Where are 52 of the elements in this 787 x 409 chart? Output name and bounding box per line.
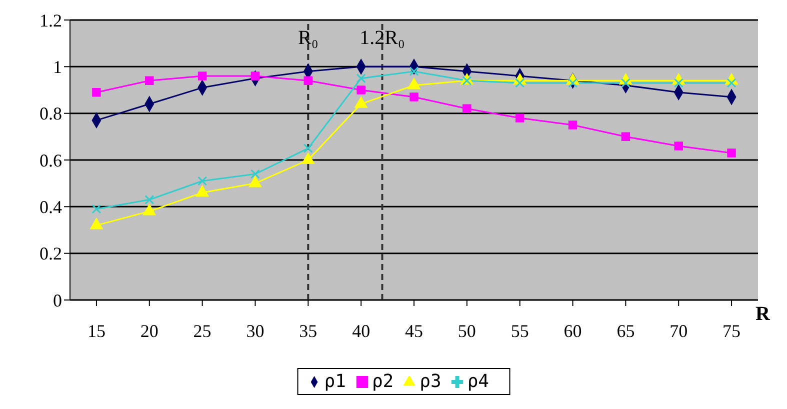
point xyxy=(196,185,209,197)
point xyxy=(198,176,208,186)
y-tick-label: 0 xyxy=(53,290,62,310)
x-tick-label: 60 xyxy=(564,320,582,341)
ref-line-label: R₀ xyxy=(298,27,318,49)
x-tick-label: 20 xyxy=(140,320,158,341)
point xyxy=(90,218,103,230)
point xyxy=(568,120,578,130)
y-tick-label: 1.2 xyxy=(40,10,62,30)
point xyxy=(356,74,366,84)
legend-label: ρ4 xyxy=(467,371,490,392)
point xyxy=(727,148,736,158)
y-tick-label: 0.2 xyxy=(40,244,62,264)
legend-label: ρ1 xyxy=(324,371,346,392)
point xyxy=(143,204,156,216)
x-tick-label: 55 xyxy=(510,320,529,341)
y-tick-label: 0.4 xyxy=(40,197,62,218)
point xyxy=(462,104,472,114)
point xyxy=(248,176,262,188)
y-tick-label: 0.6 xyxy=(40,150,62,170)
legend-label: ρ2 xyxy=(372,371,394,392)
point xyxy=(303,144,313,154)
y-tick-label: 0.8 xyxy=(40,104,62,124)
x-tick-label: 30 xyxy=(246,320,264,341)
x-tick-label: 40 xyxy=(352,320,370,341)
point xyxy=(92,204,102,214)
point xyxy=(198,72,207,80)
x-tick-label: 35 xyxy=(299,320,318,341)
x-tick-label: 50 xyxy=(458,320,476,341)
x-tick-label: 15 xyxy=(87,320,106,341)
point xyxy=(621,132,630,142)
point xyxy=(250,72,260,80)
ref-line-label: 1.2R₀ xyxy=(360,27,405,49)
point xyxy=(250,169,260,179)
point xyxy=(410,92,418,102)
x-tick-label: 70 xyxy=(670,320,688,341)
point xyxy=(356,86,366,94)
x-tick-label: 45 xyxy=(405,320,423,341)
x-tick-label: 75 xyxy=(722,320,741,341)
x-tick-label: 65 xyxy=(616,320,635,341)
point xyxy=(515,114,524,122)
point xyxy=(304,76,313,86)
point xyxy=(92,88,101,97)
x-tick-label: 25 xyxy=(193,320,212,341)
point xyxy=(144,194,154,204)
point xyxy=(302,152,315,164)
point xyxy=(409,66,419,76)
legend-label: ρ3 xyxy=(420,371,442,392)
point xyxy=(145,76,154,86)
x-axis-title: R xyxy=(756,303,771,326)
point xyxy=(674,142,683,150)
y-tick-label: 1 xyxy=(53,57,62,78)
